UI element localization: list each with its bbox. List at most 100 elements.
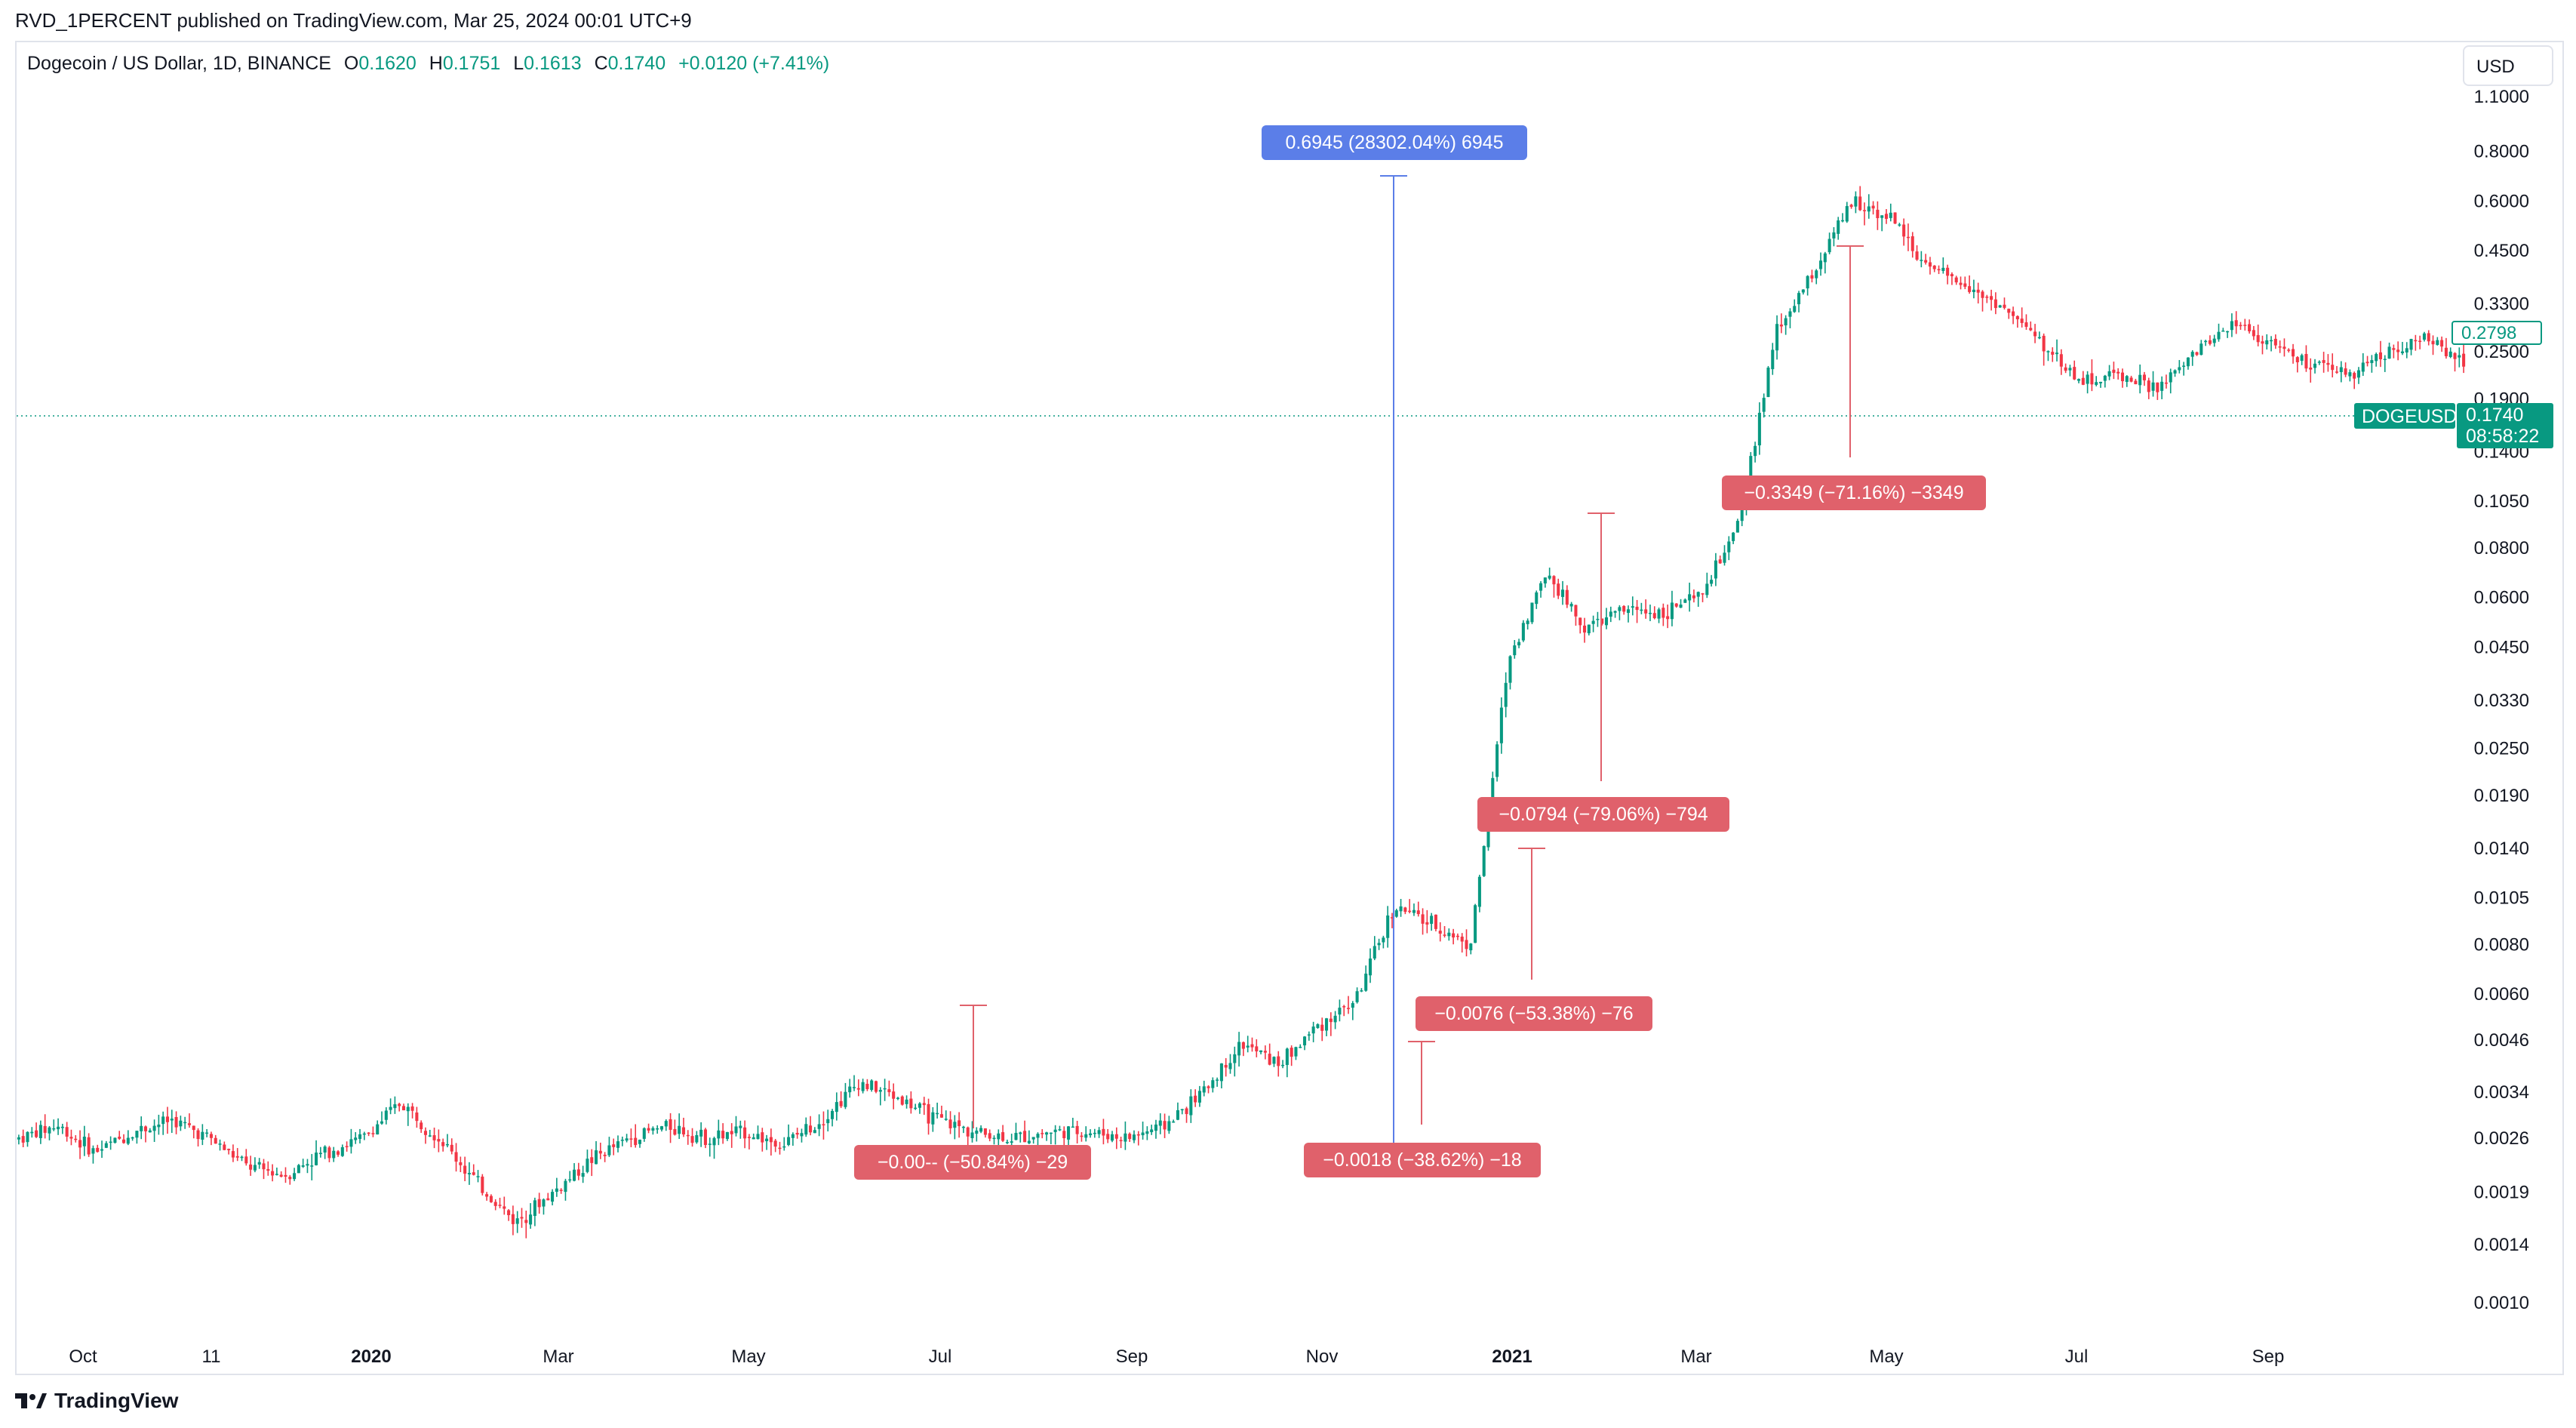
candle: [1968, 275, 1972, 294]
candle: [647, 1123, 650, 1134]
candle-body: [2300, 355, 2304, 362]
candle: [1106, 1128, 1110, 1143]
candle-body: [1430, 916, 1434, 925]
candle: [2335, 365, 2339, 374]
symbol-title[interactable]: Dogecoin / US Dollar, 1D, BINANCE: [27, 53, 331, 74]
candle-body: [669, 1119, 672, 1130]
candle-body: [1080, 1135, 1084, 1137]
candle: [2199, 340, 2203, 355]
prev-price-tag: [2452, 321, 2542, 345]
candle-body: [91, 1148, 95, 1154]
candle: [2353, 371, 2356, 389]
candle-body: [1041, 1133, 1044, 1134]
candle-body: [988, 1133, 991, 1139]
candle: [293, 1168, 297, 1181]
candle: [2375, 352, 2378, 367]
candle-body: [1766, 368, 1770, 398]
candle: [485, 1192, 489, 1201]
candle-body: [1508, 656, 1512, 683]
candle-body: [529, 1214, 533, 1225]
candle: [1688, 582, 1692, 612]
candle-body: [2243, 325, 2247, 326]
candle: [870, 1079, 874, 1092]
candle-body: [2448, 351, 2452, 357]
candle: [126, 1130, 130, 1146]
candle: [1788, 308, 1792, 328]
candle: [2160, 376, 2164, 399]
candle: [1766, 365, 1770, 398]
candle: [2313, 359, 2317, 374]
candle: [2090, 359, 2094, 392]
candle: [773, 1139, 777, 1153]
candle: [2409, 338, 2413, 355]
candle-body: [2015, 315, 2019, 320]
candle-body: [1377, 943, 1381, 946]
candle-body: [769, 1137, 773, 1143]
candle-body: [2212, 338, 2216, 343]
candle: [936, 1102, 939, 1119]
candle: [625, 1134, 629, 1143]
candle: [1539, 580, 1543, 598]
candle: [958, 1112, 961, 1138]
candle-body: [2024, 322, 2028, 328]
candle: [1290, 1045, 1293, 1066]
candle: [948, 1111, 952, 1134]
candle-body: [1452, 933, 1456, 938]
candle-body: [2278, 346, 2282, 348]
candle: [1250, 1037, 1254, 1052]
candle: [690, 1128, 694, 1147]
candle: [1937, 265, 1941, 275]
candle-body: [1124, 1133, 1127, 1142]
candle-body: [266, 1169, 270, 1171]
candle: [2212, 334, 2216, 347]
candle-body: [2012, 311, 2015, 316]
candle-body: [2400, 351, 2404, 353]
measurement-box: [1416, 996, 1652, 1031]
candle-body: [428, 1135, 432, 1137]
candle: [1189, 1089, 1193, 1123]
candle-body: [1920, 260, 1923, 261]
currency-button[interactable]: USD: [2463, 45, 2553, 86]
candle-body: [472, 1172, 475, 1175]
candle-body: [109, 1141, 112, 1143]
candle: [874, 1080, 878, 1094]
candle-body: [822, 1124, 825, 1126]
candle: [918, 1102, 921, 1114]
candle: [1775, 315, 1779, 360]
candle-body: [2046, 351, 2050, 352]
candle-body: [96, 1147, 100, 1153]
candle: [249, 1156, 253, 1176]
candle-body: [323, 1146, 327, 1153]
candle-body: [703, 1129, 707, 1146]
tradingview-logo[interactable]: TradingView: [15, 1389, 178, 1413]
candle-body: [2322, 360, 2325, 363]
candle: [1963, 276, 1967, 290]
candle-body: [752, 1137, 755, 1140]
candle: [2339, 361, 2343, 383]
candle-body: [1946, 267, 1950, 276]
candle-body: [2147, 380, 2150, 392]
candle: [30, 1127, 34, 1138]
candle: [2012, 306, 2015, 325]
candle-body: [1902, 224, 1906, 237]
candle: [1832, 226, 1836, 247]
candle-body: [616, 1141, 620, 1148]
candle: [2182, 362, 2186, 376]
candle: [26, 1131, 29, 1147]
open-label: O: [343, 53, 359, 74]
candle: [2120, 368, 2125, 388]
candle-body: [590, 1157, 594, 1163]
measure-layer: 0.6945 (28302.04%) 6945 −0.0794 (−79.06%)…: [854, 125, 1986, 1180]
candle-body: [1067, 1126, 1071, 1140]
candle: [1456, 933, 1459, 940]
candle: [2309, 358, 2313, 383]
candle: [1884, 209, 1889, 224]
candle-body: [1027, 1140, 1031, 1143]
candle: [327, 1146, 331, 1162]
candle-body: [1754, 445, 1757, 457]
candle: [1508, 655, 1512, 690]
candle: [1757, 402, 1761, 455]
candle: [1845, 202, 1849, 223]
candle-body: [1071, 1126, 1074, 1128]
